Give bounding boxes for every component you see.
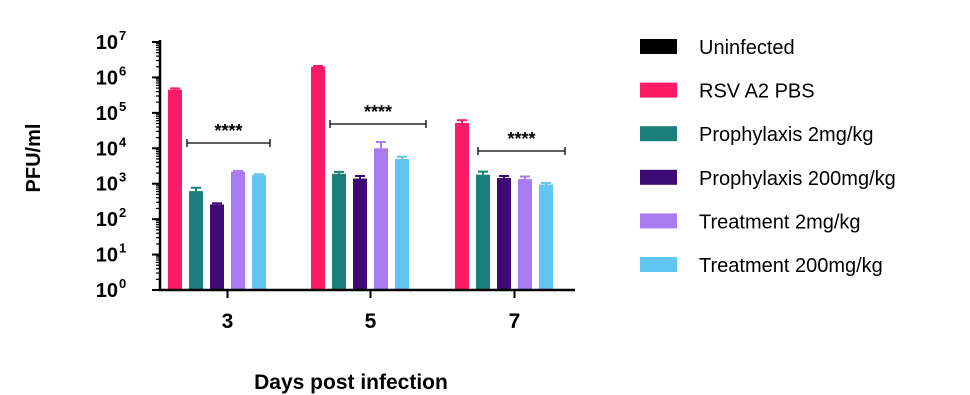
ticks-layer: 10 010 110 210 310 410 510 610 73 5 7 [96, 28, 521, 333]
legend-swatch [640, 82, 677, 98]
bar [210, 204, 224, 290]
y-tick-exponent: 2 [119, 205, 126, 220]
y-tick-label: 10 [96, 103, 118, 125]
legend-label: RSV A2 PBS [699, 81, 815, 103]
y-tick-exponent: 3 [119, 170, 126, 185]
bar [168, 89, 182, 291]
legend-label: Treatment 200mg/kg [699, 255, 883, 277]
x-axis-title: Days post infection [254, 371, 448, 394]
bars-layer [168, 66, 553, 291]
legend-swatch [640, 213, 677, 229]
bar [518, 179, 532, 290]
bar [476, 174, 490, 290]
y-tick-label: 10 [96, 209, 118, 231]
y-tick-label: 10 [96, 280, 118, 302]
significance-label: **** [364, 102, 392, 122]
legend-swatch [640, 39, 677, 54]
legend-label: Treatment 2mg/kg [699, 211, 861, 233]
y-tick-label: 10 [96, 138, 118, 160]
legend-swatch [640, 126, 677, 142]
bar [311, 66, 325, 290]
bar [455, 122, 469, 291]
x-tick-label: 3 [222, 310, 234, 333]
x-tick-label: 7 [509, 310, 521, 333]
y-tick-label: 10 [96, 245, 118, 267]
y-tick-label: 10 [96, 32, 118, 54]
y-tick-exponent: 1 [119, 241, 126, 256]
y-tick-label: 10 [96, 67, 118, 89]
error-bars-layer [170, 65, 551, 205]
legend-label: Prophylaxis 200mg/kg [699, 168, 896, 190]
bar [395, 158, 409, 290]
bar [231, 171, 245, 290]
legend-swatch [640, 169, 677, 185]
y-tick-exponent: 7 [119, 28, 126, 43]
bar [374, 148, 388, 290]
y-tick-exponent: 4 [119, 134, 127, 149]
y-tick-exponent: 6 [119, 63, 126, 78]
legend-label: Uninfected [699, 37, 795, 59]
bar [332, 173, 346, 290]
x-tick-label: 5 [365, 310, 377, 333]
legend-swatch [640, 257, 677, 272]
significance-label: **** [214, 121, 242, 141]
legend: Uninfected RSV A2 PBS Prophylaxis 2mg/kg Pr… [640, 37, 896, 277]
bar [252, 175, 266, 290]
bar [539, 184, 553, 290]
y-tick-exponent: 0 [119, 276, 126, 291]
y-tick-label: 10 [96, 174, 118, 196]
significance-layer: **** **** **** [186, 102, 566, 155]
bar [353, 178, 367, 290]
bar [189, 191, 203, 290]
legend-label: Prophylaxis 2mg/kg [699, 124, 874, 146]
significance-label: **** [507, 129, 535, 149]
y-axis-title: PFU/ml [23, 124, 45, 193]
y-tick-exponent: 5 [119, 99, 126, 114]
bar [497, 177, 511, 290]
